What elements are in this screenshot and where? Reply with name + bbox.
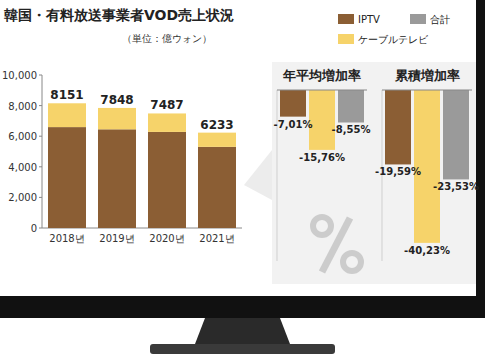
bar-segment (148, 132, 186, 228)
callout-wedge (244, 150, 272, 200)
y-tick (39, 197, 42, 198)
bar (385, 90, 411, 164)
bar (280, 90, 306, 117)
bar (443, 90, 469, 179)
zero-line (277, 90, 367, 91)
legend-swatch (410, 14, 426, 24)
range-axis (277, 90, 278, 261)
stand-base (150, 344, 335, 354)
y-tick (39, 136, 42, 137)
title: 韓国・有料放送事業者VOD売上状況 (4, 7, 234, 23)
legend-label: IPTV (358, 14, 380, 25)
bar-segment (48, 127, 86, 228)
legend-swatch (338, 14, 354, 24)
x-tick-label: 2019년 (99, 233, 134, 244)
y-tick-label: 0 (31, 223, 37, 234)
bar-segment (198, 147, 236, 228)
legend: IPTV ケーブルテレビ合計 (338, 14, 450, 45)
screen (0, 0, 485, 360)
bar-segment (198, 133, 236, 147)
percent-deco-slash (322, 218, 350, 272)
bezel (0, 296, 485, 318)
callout-panel (272, 62, 476, 284)
x-tick-label: 2021년 (199, 233, 234, 244)
data-label: -19,59% (375, 166, 421, 177)
y-tick (39, 166, 42, 167)
legend-label: 合計 (430, 14, 450, 25)
y-tick-label: 4,000 (8, 162, 37, 173)
x-tick-label: 2018년 (49, 233, 84, 244)
bar-segment (148, 113, 186, 131)
stand (195, 318, 290, 344)
percent-deco-circle (313, 217, 331, 235)
y-tick-label: 10,000 (2, 70, 37, 81)
bezel-side (476, 0, 485, 318)
data-label: -40,23% (404, 245, 450, 256)
bar-segment (98, 108, 136, 129)
y-tick-label: 2,000 (8, 192, 37, 203)
total-label: 7487 (150, 98, 183, 112)
y-tick (39, 75, 42, 76)
y-tick (39, 105, 42, 106)
zero-line (382, 90, 472, 91)
percent-deco (313, 217, 361, 272)
data-label: -7,01% (274, 119, 313, 130)
total-label: 7848 (100, 93, 133, 107)
x-tick-label: 2020년 (149, 233, 184, 244)
percent-deco-circle (343, 253, 361, 271)
panel-title: 累積増加率 (394, 68, 460, 83)
y-tick-label: 8,000 (8, 101, 37, 112)
bar (338, 90, 364, 122)
data-label: -15,76% (299, 152, 345, 163)
total-label: 8151 (50, 88, 83, 102)
legend-swatch (338, 34, 354, 44)
y-tick (39, 228, 42, 229)
bar-segment (48, 103, 86, 127)
total-label: 6233 (200, 118, 233, 132)
canvas: 韓国・有料放送事業者VOD売上状況 （単位：億ウォン） 0 2,000 4,000 6,0… (0, 0, 485, 360)
subtitle: （単位：億ウォン） (122, 33, 212, 44)
y-tick-label: 6,000 (8, 131, 37, 142)
data-label: -23,53% (433, 181, 479, 192)
bar (309, 90, 335, 150)
legend-label: ケーブルテレビ (358, 34, 429, 45)
plot-area (48, 103, 236, 228)
data-label: -8,55% (332, 124, 371, 135)
panel-title: 年平均増加率 (282, 68, 361, 83)
bar-segment (98, 129, 136, 228)
y-axis (42, 75, 43, 228)
